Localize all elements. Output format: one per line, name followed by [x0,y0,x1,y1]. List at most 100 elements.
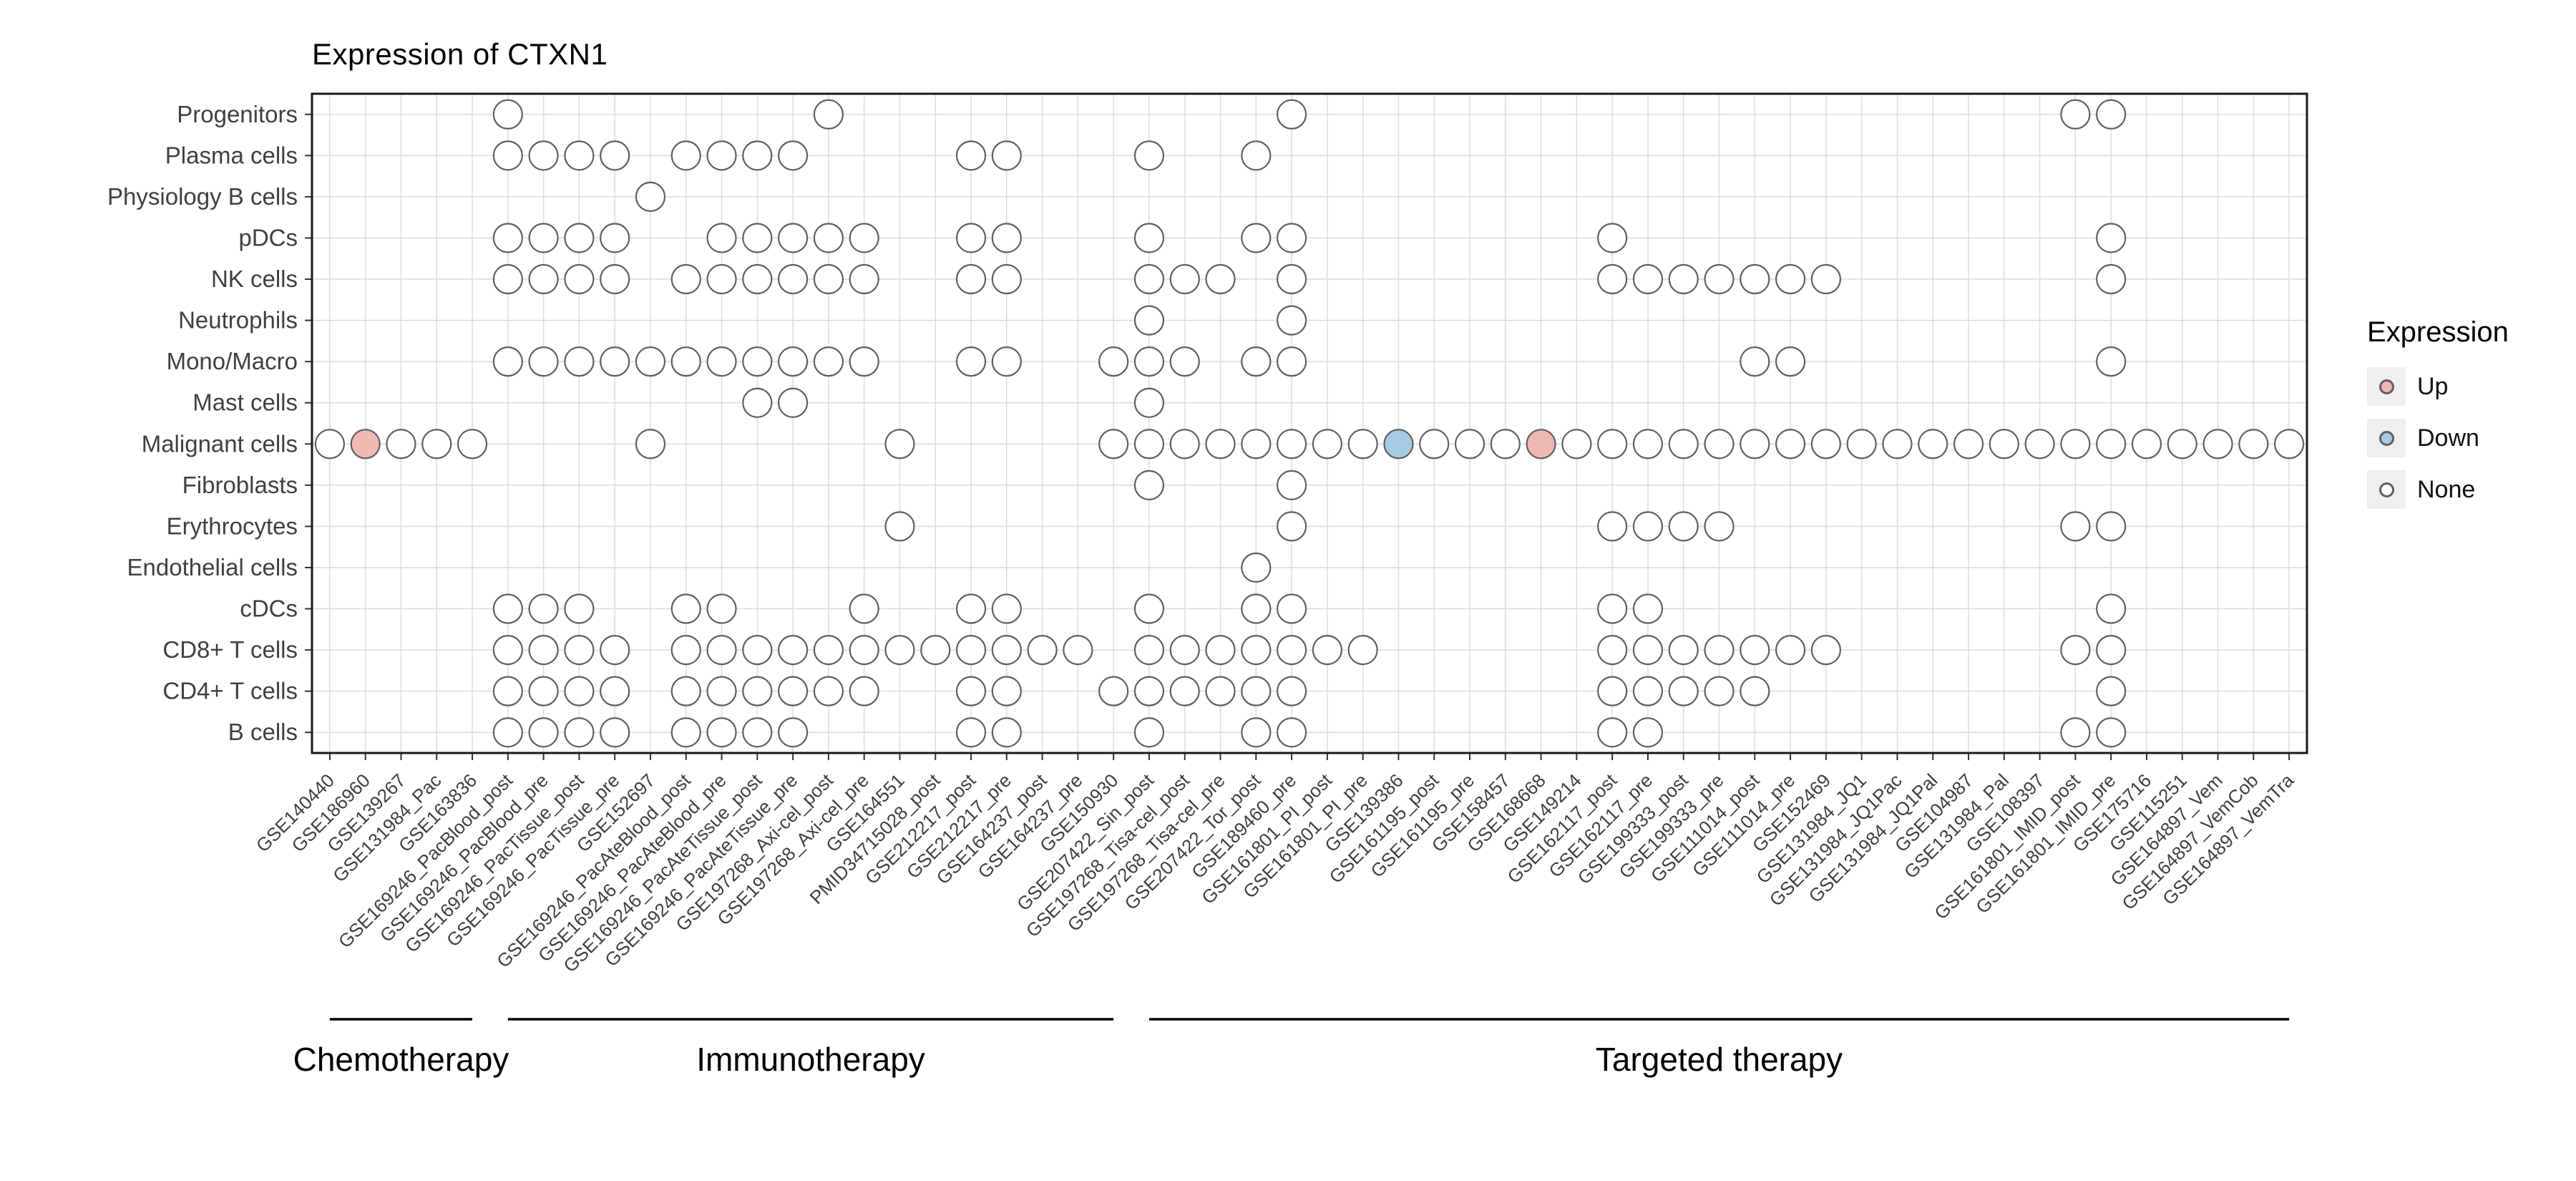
dot-none [849,593,879,624]
dot-none [706,676,737,706]
dot-none [1277,305,1307,336]
legend-key-none-icon [2367,470,2406,509]
y-axis-label: B cells [228,719,298,745]
group-label: Immunotherapy [696,1041,925,1078]
dot-none [1632,429,1664,460]
dot-none [1312,429,1342,460]
dot-none [1632,717,1664,748]
dot-none [1918,429,1948,460]
dot-none [2060,717,2091,748]
dot-none [635,346,666,377]
dot-none [528,593,559,624]
dot-none [955,140,987,171]
dot-none [1740,346,1770,377]
dot-none [1133,305,1165,336]
dot-none [600,140,630,171]
dot-none [1277,634,1307,666]
dot-none [2096,593,2127,624]
dot-none [991,140,1022,171]
dot-none [1241,593,1272,624]
dot-none [706,593,737,624]
y-axis-label: Fibroblasts [182,472,298,498]
dot-none [742,140,773,171]
dot-none [1490,429,1521,460]
dot-none [778,634,809,666]
group-label: Targeted therapy [1596,1041,1843,1078]
dot-none [1277,223,1307,253]
dot-none [706,263,737,295]
dot-none [884,429,915,460]
dot-none [492,676,523,706]
dot-none [2096,634,2127,666]
dot-none [600,223,630,253]
dot-none [1169,634,1200,666]
dot-none [1241,676,1272,706]
panel-border [311,92,2308,754]
dot-none [813,99,844,130]
dot-none [564,634,595,666]
dot-none [742,346,773,377]
dot-none [1740,429,1770,460]
dot-none [1098,429,1129,460]
dot-none [778,717,809,748]
dot-none [2131,429,2162,460]
dot-none [1277,511,1307,542]
dot-none [1241,223,1272,253]
legend-items: Up Down None [2367,367,2509,509]
dot-none [1205,676,1236,706]
dot-none [492,634,523,666]
dot-none [706,140,737,171]
dot-none [1740,676,1770,706]
dot-none [1133,429,1165,460]
legend-item-none: None [2367,470,2509,509]
dot-none [1810,634,1841,666]
dot-none [1241,552,1272,583]
y-axis-label: Malignant cells [142,430,298,457]
dot-none [564,676,595,706]
dot-none [1597,263,1628,295]
dot-none [1632,263,1664,295]
dot-none [2060,511,2091,542]
y-axis-label: Plasma cells [165,142,298,168]
dot-none [2060,99,2091,130]
dot-none [1063,634,1093,666]
dot-none [492,263,523,295]
dot-none [991,593,1022,624]
dot-none [564,140,595,171]
dot-none [706,634,737,666]
dot-none [1133,593,1165,624]
dot-none [1597,717,1628,748]
dot-none [564,717,595,748]
dot-none [1277,429,1307,460]
dot-none [1704,634,1735,666]
dot-none [492,593,523,624]
dot-none [778,263,809,295]
dot-none [1597,634,1628,666]
dot-none [2060,429,2091,460]
dot-none [955,223,987,253]
dot-none [1277,717,1307,748]
dot-none [1241,429,1272,460]
dot-none [813,634,844,666]
dot-none [1740,263,1770,295]
dot-none [1277,593,1307,624]
dot-none [1632,593,1664,624]
dot-none [813,223,844,253]
dot-none [706,346,737,377]
dot-none [528,140,559,171]
dot-none [670,263,701,295]
dot-none [2167,429,2197,460]
y-axis-label: Mono/Macro [167,348,298,374]
dot-none [670,346,701,377]
dot-none [1241,717,1272,748]
dot-none [955,717,987,748]
dot-none [1098,676,1129,706]
dot-none [1133,263,1165,295]
dot-none [1775,634,1806,666]
dot-none [600,676,630,706]
dot-none [1775,263,1806,295]
dot-none [386,429,416,460]
dot-none [421,429,452,460]
dot-none [813,346,844,377]
